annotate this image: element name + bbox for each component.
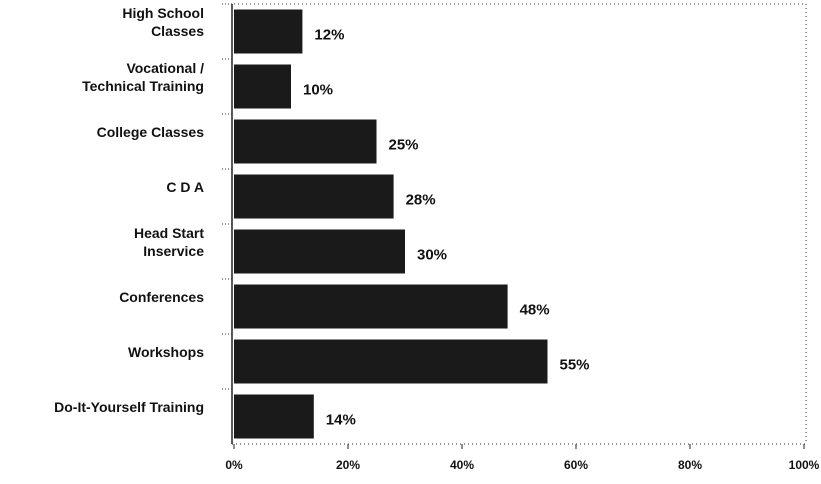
x-tick-label: 0% bbox=[225, 458, 243, 472]
bar bbox=[234, 284, 508, 329]
category-label: High School Classes bbox=[122, 4, 204, 39]
bar bbox=[234, 64, 291, 109]
bar bbox=[234, 229, 405, 274]
value-label: 25% bbox=[389, 136, 419, 153]
category-label: College Classes bbox=[96, 123, 204, 140]
x-tick-label: 20% bbox=[336, 458, 360, 472]
x-tick-label: 80% bbox=[678, 458, 702, 472]
x-tick-label: 60% bbox=[564, 458, 588, 472]
bar bbox=[234, 174, 394, 219]
value-label: 55% bbox=[560, 356, 590, 373]
x-tick-label: 40% bbox=[450, 458, 474, 472]
category-label: Do-It-Yourself Training bbox=[54, 398, 204, 415]
value-label: 10% bbox=[303, 81, 333, 98]
category-label: Conferences bbox=[119, 288, 204, 305]
value-label: 30% bbox=[417, 246, 447, 263]
category-label: Workshops bbox=[128, 343, 204, 360]
value-label: 14% bbox=[326, 411, 356, 428]
category-label: C D A bbox=[166, 178, 204, 195]
bar bbox=[234, 9, 303, 54]
x-tick-label: 100% bbox=[789, 458, 820, 472]
value-label: 28% bbox=[406, 191, 436, 208]
category-label: Head Start Inservice bbox=[133, 224, 204, 259]
bar bbox=[234, 394, 314, 439]
bar bbox=[234, 339, 548, 384]
value-label: 48% bbox=[520, 301, 550, 318]
value-label: 12% bbox=[314, 26, 344, 43]
bar bbox=[234, 119, 377, 164]
category-label: Vocational / Technical Training bbox=[82, 59, 204, 94]
